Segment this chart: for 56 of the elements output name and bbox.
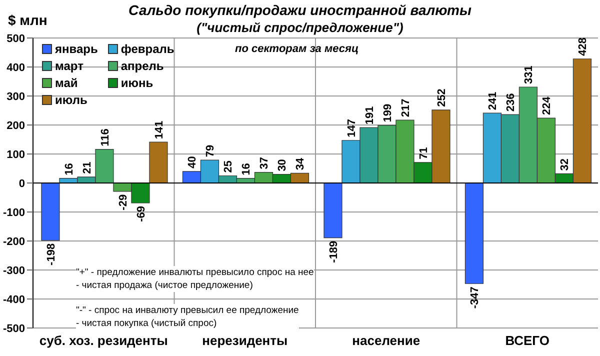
y-tick-label: 400 — [6, 62, 25, 74]
data-label: 30 — [276, 159, 289, 172]
legend-label: июнь — [120, 76, 154, 90]
data-label: 199 — [382, 104, 394, 122]
data-label: -69 — [135, 206, 148, 222]
y-tick-label: 500 — [6, 32, 25, 45]
data-label: 71 — [418, 147, 430, 160]
x-tick-label: суб. хоз. резиденты — [39, 333, 168, 348]
annotation: "-" - спрос на инвалюту превысил ее предложение - чистая покупка (чистый спрос) — [76, 304, 299, 330]
x-tick-label: нерезиденты — [202, 333, 288, 348]
data-label: -347 — [469, 286, 482, 309]
data-label: 224 — [541, 96, 554, 116]
data-label: 37 — [258, 157, 271, 170]
data-label: 40 — [186, 156, 199, 168]
data-label: 428 — [577, 38, 590, 56]
x-tick-label: ВСЕГО — [505, 333, 550, 348]
y-tick-label: -100 — [2, 206, 25, 219]
data-label: 141 — [153, 120, 166, 140]
data-label: -198 — [45, 243, 58, 266]
data-label: 25 — [222, 160, 235, 173]
data-label: 34 — [294, 157, 307, 170]
x-tick-label: население — [352, 333, 420, 348]
y-tick-label: -500 — [2, 322, 25, 335]
data-label: 331 — [523, 66, 536, 84]
y-tick-label: -300 — [2, 264, 25, 277]
y-tick-label: -400 — [2, 294, 25, 306]
legend-label: июль — [55, 93, 88, 107]
data-label: 32 — [559, 158, 572, 171]
y-axis-title: $ млн — [8, 12, 48, 28]
annotation: "+" - предложение инвалюты превысило спрос на нее - чистая продажа (чистое предложение) — [76, 266, 314, 292]
chart-title: Сальдо покупки/продажи иностранной валюты — [128, 2, 472, 18]
data-label: 191 — [364, 106, 376, 125]
data-label: 252 — [436, 88, 448, 107]
data-label: 21 — [81, 162, 94, 174]
data-label: 147 — [346, 119, 358, 138]
legend-label: март — [55, 59, 84, 73]
annotation: по секторам за месяц — [235, 43, 359, 55]
data-label: 241 — [487, 92, 500, 110]
y-tick-label: 200 — [6, 120, 25, 132]
y-tick-label: -200 — [2, 236, 25, 248]
data-label: 16 — [240, 163, 253, 176]
legend-label: январь — [55, 42, 98, 56]
y-tick-label: 100 — [6, 148, 25, 161]
chart-subtitle: ("чистый спрос/предложение") — [196, 20, 404, 35]
data-label: 217 — [400, 98, 412, 118]
legend-label: февраль — [120, 42, 174, 56]
data-label: -29 — [117, 194, 130, 210]
data-label: 116 — [99, 128, 112, 146]
legend-label: май — [55, 76, 78, 90]
data-label: -189 — [328, 240, 340, 263]
y-tick-label: 0 — [18, 178, 25, 190]
legend-label: апрель — [120, 59, 164, 73]
data-label: 16 — [63, 163, 76, 176]
data-label: 236 — [505, 93, 518, 112]
data-label: 79 — [204, 144, 217, 158]
y-tick-label: 300 — [6, 90, 25, 103]
